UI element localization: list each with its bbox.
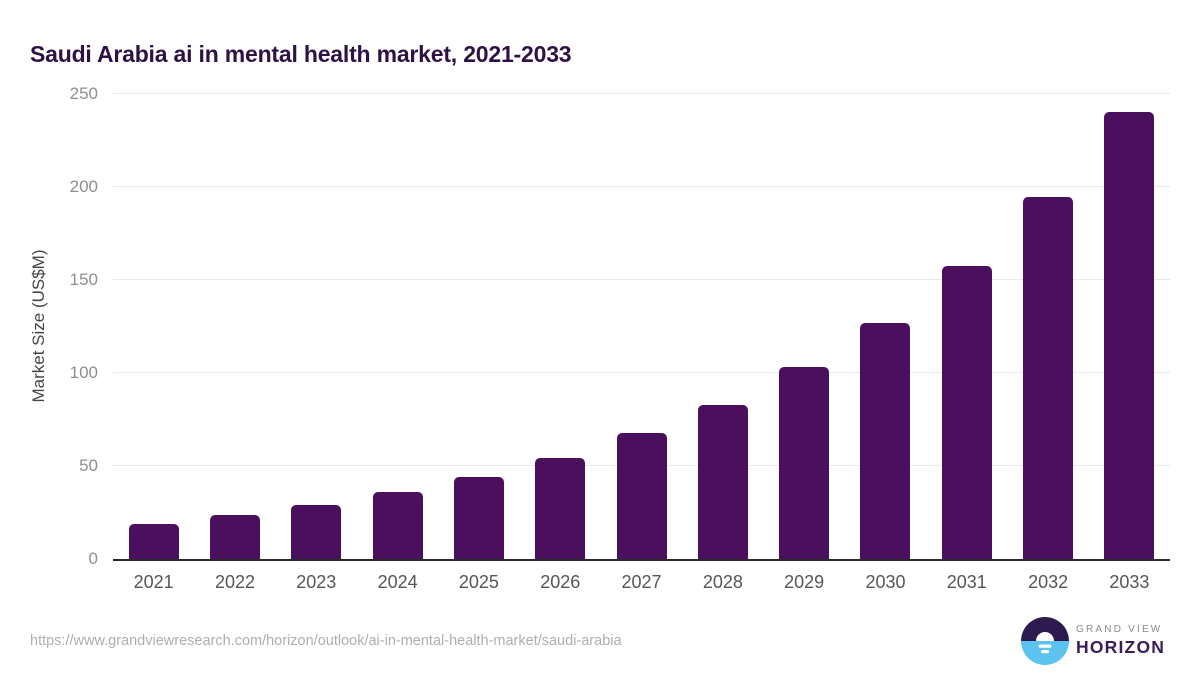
brand-name-bottom: HORIZON xyxy=(1076,637,1166,657)
y-tick-250: 250 xyxy=(69,84,98,103)
y-tick-150: 150 xyxy=(69,270,98,289)
x-label-2027: 2027 xyxy=(621,572,662,592)
logo-sun-dome xyxy=(1036,632,1054,641)
bar-slot-2033 xyxy=(1089,94,1170,559)
bar-2024 xyxy=(372,492,423,559)
x-label-2025: 2025 xyxy=(458,572,499,592)
bar-2030 xyxy=(860,322,911,559)
bar-slot-2031 xyxy=(926,94,1007,559)
y-tick-0: 0 xyxy=(88,549,98,568)
bar-series xyxy=(113,94,1170,559)
bar-2028 xyxy=(697,404,748,559)
x-label-2023: 2023 xyxy=(296,572,337,592)
y-axis-ticks: 0 50 100 150 200 250 xyxy=(0,84,98,568)
y-tick-50: 50 xyxy=(79,456,98,475)
bar-2032 xyxy=(1023,197,1074,559)
gridline-200 xyxy=(113,186,1170,187)
bar-slot-2025 xyxy=(438,94,519,559)
bar-2029 xyxy=(779,367,830,559)
y-tick-200: 200 xyxy=(69,177,98,196)
x-label-2029: 2029 xyxy=(784,572,825,592)
bar-slot-2021 xyxy=(113,94,194,559)
bar-2027 xyxy=(616,433,667,559)
chart-title: Saudi Arabia ai in mental health market,… xyxy=(30,41,572,68)
logo-reflection-line-2 xyxy=(1041,650,1049,654)
x-label-2031: 2031 xyxy=(946,572,987,592)
bar-slot-2022 xyxy=(194,94,275,559)
bar-2031 xyxy=(941,266,992,559)
x-axis-labels: 2021 2022 2023 2024 2025 2026 2027 2028 2029 2030… xyxy=(113,572,1170,593)
gridline-100 xyxy=(113,372,1170,373)
x-label-2030: 2030 xyxy=(865,572,906,592)
bar-2025 xyxy=(453,477,504,559)
bar-slot-2030 xyxy=(845,94,926,559)
bar-2023 xyxy=(291,505,342,559)
x-label-2021: 2021 xyxy=(133,572,174,592)
brand-logo: GRAND VIEW HORIZON xyxy=(1021,617,1165,665)
bar-slot-2024 xyxy=(357,94,438,559)
bar-2022 xyxy=(209,515,260,559)
logo-reflection-line-1 xyxy=(1038,644,1052,648)
bar-slot-2028 xyxy=(682,94,763,559)
horizon-sun-icon xyxy=(1021,617,1069,665)
bar-slot-2027 xyxy=(601,94,682,559)
bar-slot-2023 xyxy=(276,94,357,559)
x-label-2033: 2033 xyxy=(1109,572,1150,592)
x-label-2022: 2022 xyxy=(214,572,255,592)
bar-2026 xyxy=(535,457,586,559)
bar-2021 xyxy=(128,523,179,559)
bar-slot-2029 xyxy=(764,94,845,559)
brand-logo-text: GRAND VIEW HORIZON xyxy=(1076,624,1165,658)
bar-slot-2026 xyxy=(520,94,601,559)
brand-name-top: GRAND VIEW xyxy=(1076,624,1163,635)
x-label-2026: 2026 xyxy=(540,572,581,592)
logo-sky-half xyxy=(1021,617,1069,641)
gridline-150 xyxy=(113,279,1170,280)
x-label-2032: 2032 xyxy=(1028,572,1069,592)
source-url: https://www.grandviewresearch.com/horizo… xyxy=(30,633,622,649)
x-label-2028: 2028 xyxy=(702,572,743,592)
bar-slot-2032 xyxy=(1007,94,1088,559)
gridline-250 xyxy=(113,93,1170,94)
bar-2033 xyxy=(1104,111,1155,559)
y-tick-100: 100 xyxy=(69,363,98,382)
x-label-2024: 2024 xyxy=(377,572,418,592)
plot-area xyxy=(113,93,1170,561)
